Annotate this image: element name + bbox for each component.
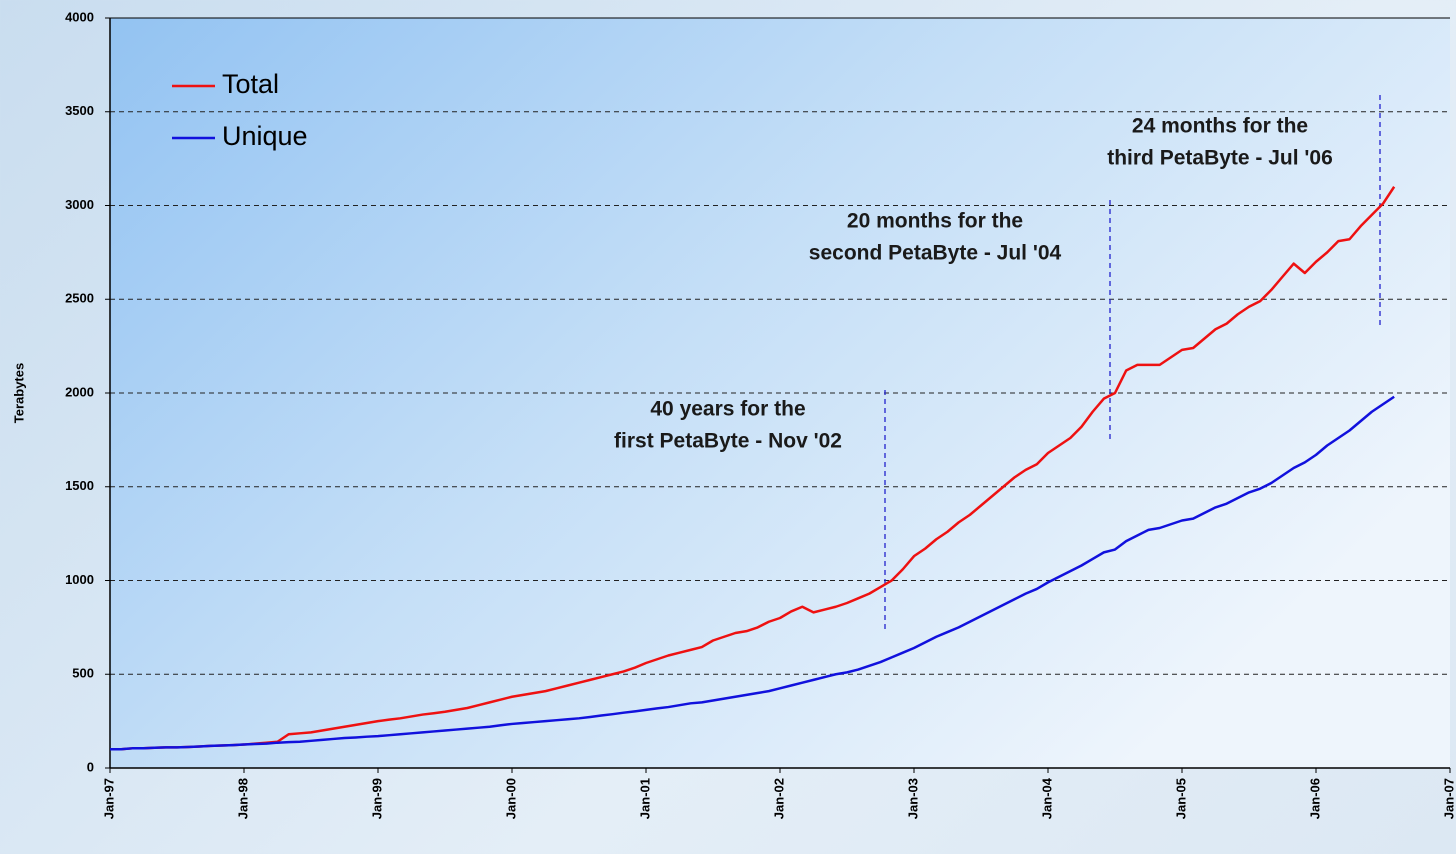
annotation: third PetaByte - Jul '06: [1107, 147, 1333, 170]
y-tick-label: 3500: [65, 103, 94, 118]
y-axis-label: Terabytes: [11, 363, 26, 423]
y-tick-label: 1000: [65, 572, 94, 587]
y-tick-label: 500: [72, 666, 94, 681]
x-tick-label: Jan-01: [637, 778, 652, 819]
annotation: 20 months for the: [847, 210, 1023, 233]
legend-label: Unique: [222, 121, 308, 151]
y-tick-label: 2000: [65, 384, 94, 399]
annotation: 40 years for the: [650, 398, 805, 421]
x-tick-label: Jan-97: [101, 778, 116, 819]
y-tick-label: 2500: [65, 291, 94, 306]
series-line: [110, 186, 1396, 751]
x-tick-label: Jan-98: [235, 778, 250, 819]
x-tick-label: Jan-99: [369, 778, 384, 819]
y-tick-label: 1500: [65, 478, 94, 493]
series-line: [110, 395, 1395, 751]
x-tick-label: Jan-00: [503, 778, 518, 819]
x-tick-label: Jan-03: [905, 778, 920, 819]
x-tick-label: Jan-04: [1039, 777, 1054, 819]
annotation: second PetaByte - Jul '04: [809, 242, 1062, 265]
annotation: 24 months for the: [1132, 115, 1308, 138]
y-tick-label: 4000: [65, 9, 94, 24]
x-tick-label: Jan-07: [1441, 778, 1456, 819]
x-tick-label: Jan-06: [1307, 778, 1322, 819]
y-tick-label: 0: [87, 759, 94, 774]
annotation: first PetaByte - Nov '02: [614, 430, 842, 453]
x-tick-label: Jan-02: [771, 778, 786, 819]
x-tick-label: Jan-05: [1173, 778, 1188, 819]
y-tick-label: 3000: [65, 197, 94, 212]
legend-label: Total: [222, 69, 279, 99]
